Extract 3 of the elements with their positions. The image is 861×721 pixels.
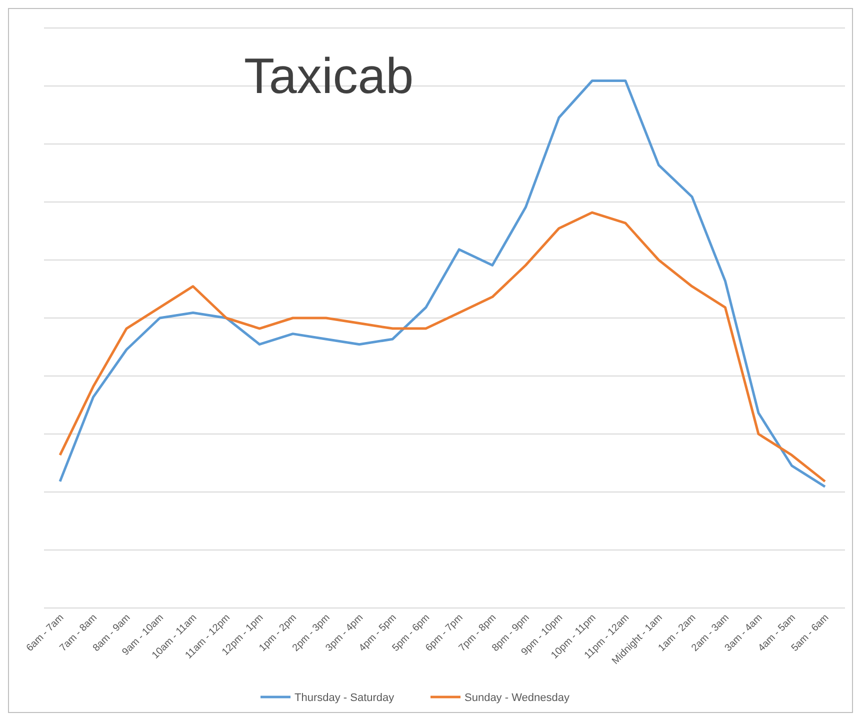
legend-label: Thursday - Saturday: [294, 692, 395, 704]
chart-title: Taxicab: [244, 48, 414, 104]
legend-label: Sunday - Wednesday: [464, 692, 570, 704]
